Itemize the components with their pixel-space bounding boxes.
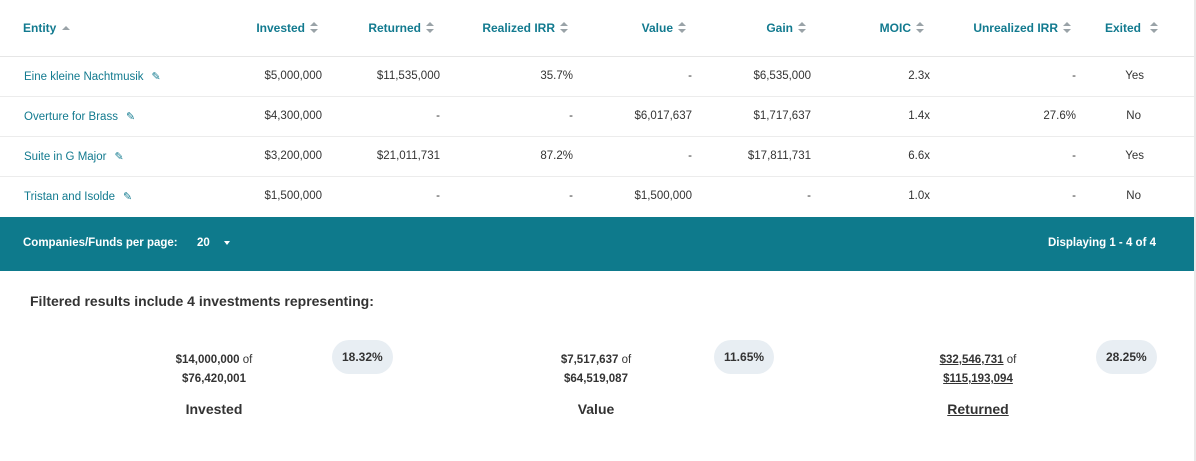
entity-link[interactable]: Overture for Brass <box>24 111 118 123</box>
entity-cell[interactable]: Eine kleine Nachtmusik ✎ <box>24 70 161 83</box>
table-row: Overture for Brass ✎ $4,300,000 - - $6,01… <box>0 97 1194 137</box>
returned-cell: - <box>436 190 440 202</box>
summary-title: Filtered results include 4 investments r… <box>30 293 374 309</box>
stat-label: Invested <box>185 401 243 417</box>
exited-cell: No <box>1126 190 1141 202</box>
sort-asc-icon <box>62 26 71 30</box>
returned-cell: $21,011,731 <box>376 150 440 162</box>
column-header-gain[interactable]: Gain <box>766 21 806 35</box>
gain-cell: $1,717,637 <box>753 110 811 122</box>
sort-both-icon <box>1150 22 1158 34</box>
sort-both-icon <box>798 22 806 34</box>
sort-both-icon <box>1063 22 1071 34</box>
moic-cell: 6.6x <box>908 150 930 162</box>
stat-amount: $14,000,000 of $76,420,001 <box>175 354 253 385</box>
stat-amount: $7,517,637 of $64,519,087 <box>560 354 632 385</box>
entity-cell[interactable]: Tristan and Isolde ✎ <box>24 190 132 203</box>
gain-cell: $17,811,731 <box>747 150 811 162</box>
per-page-label: Companies/Funds per page: <box>23 237 178 249</box>
invested-cell: $4,300,000 <box>264 110 322 122</box>
gain-cell: - <box>807 190 811 202</box>
invested-cell: $1,500,000 <box>264 190 322 202</box>
table-row: Eine kleine Nachtmusik ✎ $5,000,000 $11,5… <box>0 57 1194 97</box>
table-header: Entity Invested Returned Realized IRR Va… <box>0 0 1194 57</box>
displaying-count: Displaying 1 - 4 of 4 <box>1048 237 1156 249</box>
stat-percent-badge: 28.25% <box>1096 340 1157 374</box>
column-header-moic[interactable]: MOIC <box>880 21 924 35</box>
unrealized-irr-cell: - <box>1072 70 1076 82</box>
returned-cell: - <box>436 110 440 122</box>
realized-irr-cell: - <box>569 110 573 122</box>
caret-down-icon <box>223 241 230 245</box>
column-header-invested[interactable]: Invested <box>256 21 318 35</box>
realized-irr-cell: 87.2% <box>540 150 573 162</box>
sort-both-icon <box>426 22 434 34</box>
stat-percent-badge: 11.65% <box>714 340 775 374</box>
sort-both-icon <box>310 22 318 34</box>
table-row: Suite in G Major ✎ $3,200,000 $21,011,731… <box>0 137 1194 177</box>
column-header-realized-irr[interactable]: Realized IRR <box>482 21 568 35</box>
realized-irr-cell: - <box>569 190 573 202</box>
unrealized-irr-cell: - <box>1072 190 1076 202</box>
stat-amount[interactable]: $32,546,731 of $115,193,094 <box>939 354 1017 385</box>
value-cell: $6,017,637 <box>634 110 692 122</box>
sort-both-icon <box>678 22 686 34</box>
column-header-returned[interactable]: Returned <box>368 21 434 35</box>
moic-cell: 1.4x <box>908 110 930 122</box>
exited-cell: Yes <box>1125 70 1144 82</box>
entity-cell[interactable]: Suite in G Major ✎ <box>24 150 124 163</box>
realized-irr-cell: 35.7% <box>540 70 573 82</box>
gain-cell: $6,535,000 <box>753 70 811 82</box>
sort-both-icon <box>916 22 924 34</box>
invested-cell: $5,000,000 <box>264 70 322 82</box>
moic-cell: 2.3x <box>908 70 930 82</box>
column-header-entity[interactable]: Entity <box>23 21 71 35</box>
pencil-icon[interactable]: ✎ <box>125 111 136 123</box>
unrealized-irr-cell: - <box>1072 150 1076 162</box>
entity-link[interactable]: Eine kleine Nachtmusik <box>24 71 144 83</box>
column-header-value[interactable]: Value <box>642 21 686 35</box>
unrealized-irr-cell: 27.6% <box>1043 110 1076 122</box>
stat-label-link[interactable]: Returned <box>947 401 1009 417</box>
scrollbar-edge <box>1194 0 1196 461</box>
value-cell: - <box>688 150 692 162</box>
invested-cell: $3,200,000 <box>264 150 322 162</box>
pencil-icon[interactable]: ✎ <box>151 71 161 83</box>
pencil-icon[interactable]: ✎ <box>114 151 124 163</box>
moic-cell: 1.0x <box>908 190 930 202</box>
table-row: Tristan and Isolde ✎ $1,500,000 - - $1,50… <box>0 177 1194 217</box>
value-cell: - <box>688 70 692 82</box>
exited-cell: No <box>1126 110 1141 122</box>
entity-link[interactable]: Suite in G Major <box>24 151 107 163</box>
pagination-bar: Companies/Funds per page: 20 Displaying … <box>0 217 1194 271</box>
exited-cell: Yes <box>1125 150 1144 162</box>
entity-cell[interactable]: Overture for Brass ✎ <box>24 110 135 123</box>
pencil-icon[interactable]: ✎ <box>122 191 133 203</box>
stat-label: Value <box>577 401 615 417</box>
entity-link[interactable]: Tristan and Isolde <box>24 191 115 203</box>
per-page-select[interactable]: 20 <box>197 237 230 249</box>
value-cell: $1,500,000 <box>634 190 692 202</box>
column-header-unrealized-irr[interactable]: Unrealized IRR <box>973 21 1071 35</box>
returned-cell: $11,535,000 <box>376 70 440 82</box>
sort-both-icon <box>560 22 568 34</box>
per-page-value: 20 <box>197 237 210 249</box>
column-header-exited[interactable]: Exited <box>1105 21 1158 35</box>
stat-percent-badge: 18.32% <box>332 340 393 374</box>
